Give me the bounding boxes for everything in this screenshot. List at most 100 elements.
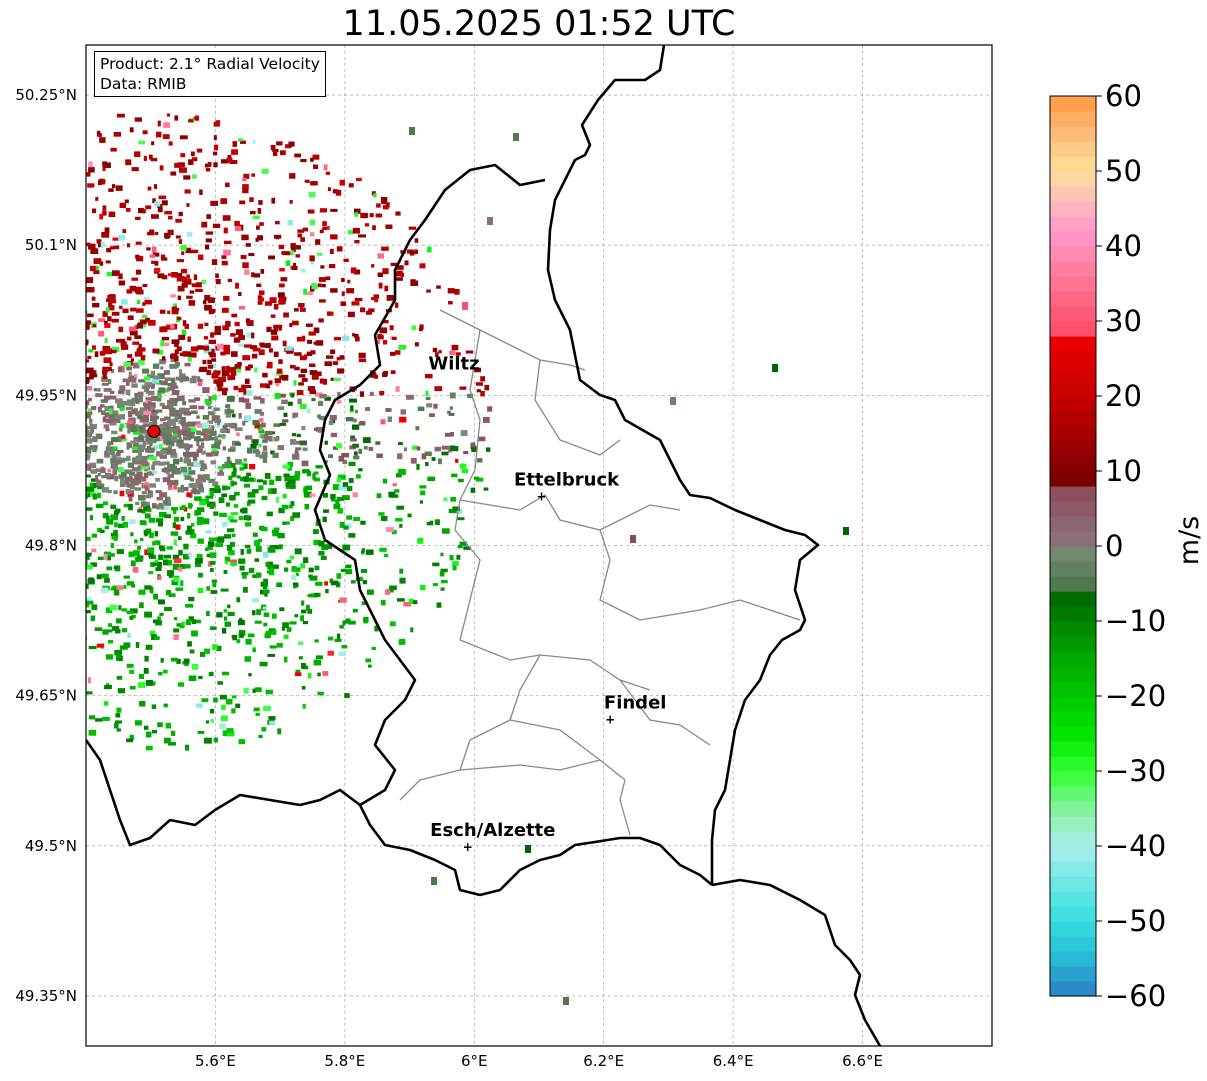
radar-echo-pixel (221, 255, 227, 259)
radar-echo-pixel (191, 630, 198, 637)
radar-echo-pixel (38, 306, 46, 309)
radar-echo-pixel (106, 298, 114, 302)
radar-echo-pixel (118, 389, 125, 395)
radar-echo-pixel (162, 405, 170, 410)
radar-echo-pixel (194, 619, 201, 624)
radar-echo-pixel (98, 330, 105, 337)
radar-echo-pixel (397, 453, 403, 460)
radar-echo-pixel (244, 544, 251, 549)
radar-echo-pixel (321, 284, 326, 288)
radar-echo-pixel (289, 323, 293, 328)
radar-echo-pixel (258, 485, 264, 491)
radar-echo-pixel (36, 459, 40, 463)
radar-echo-pixel (72, 558, 76, 563)
radar-echo-pixel (166, 546, 173, 550)
radar-echo-pixel (0, 518, 3, 524)
radar-echo-pixel (38, 508, 42, 513)
radar-echo-pixel (363, 616, 369, 623)
radar-echo-pixel (115, 460, 122, 465)
radar-echo-pixel (137, 414, 142, 420)
radar-echo-pixel (238, 387, 246, 393)
radar-echo-pixel (260, 581, 268, 587)
radar-echo-pixel (260, 383, 268, 388)
radar-echo-pixel (144, 388, 150, 392)
radar-echo-pixel (4, 413, 10, 416)
radar-echo-pixel (448, 508, 457, 514)
radar-echo-pixel (120, 472, 127, 478)
radar-echo-pixel (116, 113, 125, 118)
radar-echo-pixel (248, 567, 255, 574)
radar-echo-pixel (298, 374, 306, 378)
radar-echo-pixel (298, 641, 304, 645)
radar-echo-pixel (106, 366, 112, 372)
radar-echo-pixel (201, 476, 210, 481)
radar-echo-pixel (92, 208, 97, 214)
colorbar-band (1050, 936, 1096, 952)
radar-echo-pixel (52, 436, 56, 440)
radar-echo-pixel (32, 460, 39, 466)
radar-echo-pixel (81, 649, 84, 653)
radar-echo-pixel (284, 252, 291, 256)
radar-echo-pixel (47, 662, 51, 668)
radar-echo-pixel (22, 214, 26, 218)
radar-echo-pixel (170, 294, 177, 298)
radar-echo-pixel (88, 715, 96, 720)
radar-echo-pixel (250, 345, 258, 350)
radar-echo-pixel (38, 653, 44, 657)
radar-echo-pixel (164, 737, 171, 744)
radar-echo-pixel (146, 445, 152, 451)
radar-echo-pixel (359, 391, 365, 397)
radar-echo-pixel (171, 309, 179, 315)
lon-tick-label: 5.6°E (195, 1052, 236, 1070)
radar-echo-pixel (348, 620, 356, 625)
radar-echo-pixel (206, 214, 211, 219)
radar-echo-pixel (98, 178, 105, 185)
radar-echo-pixel (106, 418, 114, 424)
radar-echo-pixel (106, 271, 113, 277)
radar-echo-pixel (142, 368, 150, 374)
radar-echo-pixel (404, 260, 409, 266)
radar-echo-pixel (55, 310, 61, 313)
radar-echo-pixel (278, 507, 285, 514)
radar-echo-pixel (414, 238, 419, 243)
radar-echo-pixel (350, 267, 357, 274)
radar-echo-pixel (13, 523, 16, 527)
radar-echo-pixel (201, 279, 206, 285)
radar-echo-pixel (172, 554, 180, 560)
radar-echo-pixel (313, 341, 319, 345)
radar-echo-pixel (188, 470, 196, 475)
radar-echo-pixel (91, 548, 97, 553)
radar-echo-pixel (259, 589, 265, 595)
radar-echo-pixel (129, 330, 138, 336)
radar-echo-pixel (106, 629, 113, 633)
radar-echo-pixel (86, 456, 90, 461)
radar-echo-pixel (229, 423, 236, 428)
radar-echo-pixel (67, 592, 72, 595)
radar-echo-pixel (89, 287, 93, 291)
radar-echo-pixel (191, 664, 199, 670)
radar-echo-pixel (10, 559, 17, 562)
radar-echo-pixel (142, 460, 148, 466)
radar-echo-pixel (108, 305, 115, 311)
radar-echo-pixel (183, 451, 191, 457)
radar-echo-pixel (385, 224, 393, 229)
radar-echo-pixel (23, 372, 29, 376)
radar-echo-pixel (379, 335, 384, 340)
radar-echo-pixel (454, 289, 460, 295)
radar-echo-pixel (238, 397, 245, 403)
radar-echo-pixel (101, 475, 108, 479)
radar-echo-pixel (49, 149, 54, 154)
radar-echo-pixel (203, 345, 209, 351)
radar-echo-pixel (363, 437, 371, 444)
radar-echo-pixel (341, 277, 345, 283)
radar-echo-pixel (377, 272, 383, 278)
radar-echo-pixel (144, 513, 151, 519)
radar-echo-pixel (207, 364, 214, 369)
radar-echo-pixel (115, 629, 121, 634)
radar-echo-pixel (28, 295, 34, 298)
radar-echo-pixel (132, 341, 140, 345)
radar-echo-pixel (287, 479, 296, 484)
radar-echo-pixel (309, 493, 316, 497)
radar-echo-pixel (223, 534, 232, 539)
radar-echo-pixel (227, 611, 235, 617)
